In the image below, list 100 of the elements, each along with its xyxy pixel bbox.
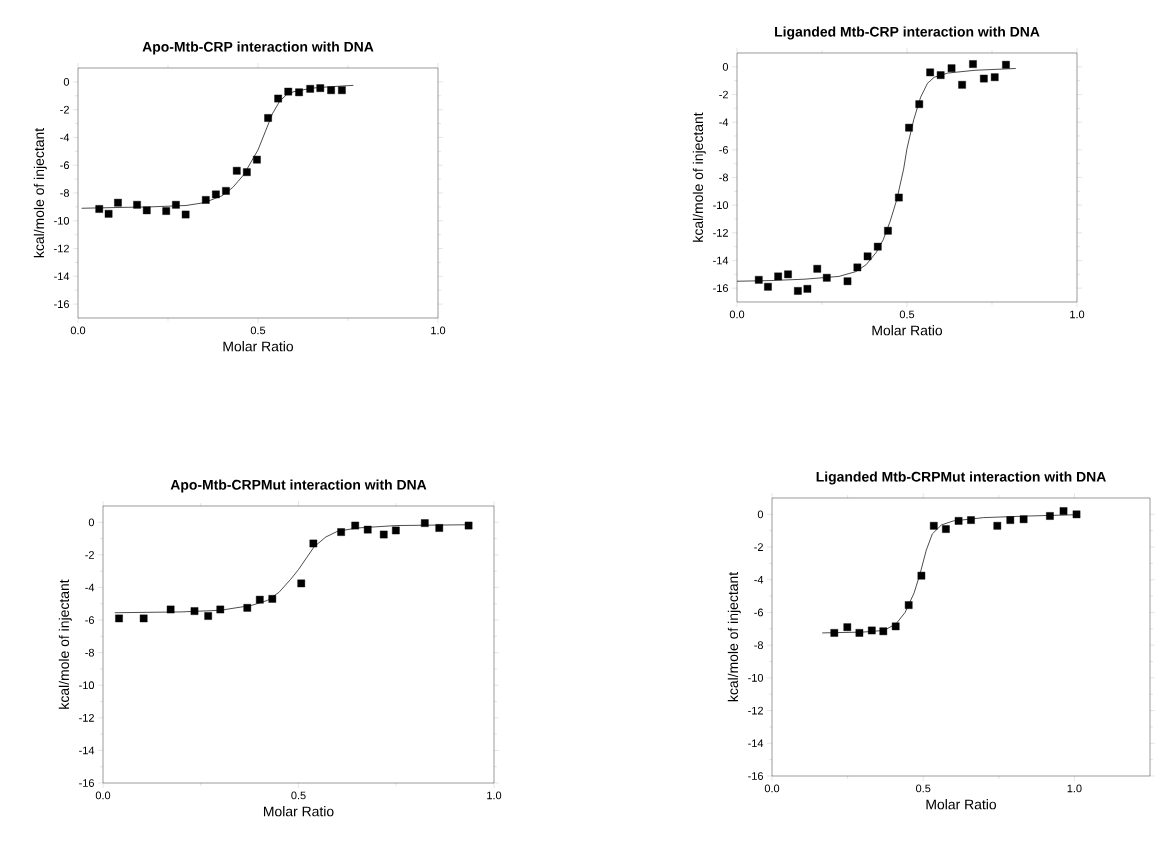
x-tick-label: 0.0 <box>764 784 780 793</box>
point <box>1002 60 1010 69</box>
y-tick-label: -14 <box>54 272 70 281</box>
point <box>316 84 325 92</box>
point <box>133 201 141 209</box>
y-tick-label: -8 <box>719 173 728 182</box>
point <box>936 71 945 79</box>
point <box>351 521 359 530</box>
point <box>879 627 888 636</box>
y-tick-label: -4 <box>719 118 729 126</box>
chart-title: Liganded Mtb-CRP interaction with DNA <box>775 26 1040 40</box>
point <box>363 525 372 534</box>
point <box>1072 510 1081 519</box>
point <box>115 614 123 623</box>
y-tick-label: -14 <box>79 746 95 755</box>
y-axis-title: kcal/mole of injectant <box>692 112 706 242</box>
point <box>843 623 852 631</box>
y-tick-label: -2 <box>85 551 94 559</box>
point <box>969 60 977 68</box>
point <box>216 605 225 614</box>
point <box>784 270 792 279</box>
point <box>337 528 345 536</box>
point <box>754 276 763 284</box>
y-tick-label: -2 <box>754 543 763 551</box>
point <box>884 226 892 235</box>
y-tick-label: -4 <box>85 583 95 592</box>
point <box>392 526 400 535</box>
x-tick-label: 0.0 <box>729 310 745 319</box>
x-tick-label: 0.5 <box>291 791 306 800</box>
point <box>873 242 882 251</box>
y-tick-label: -12 <box>748 706 763 715</box>
y-tick-label: -16 <box>54 300 69 308</box>
y-tick-label: 0 <box>63 78 70 86</box>
point <box>895 193 903 202</box>
y-tick-label: -10 <box>79 681 95 690</box>
point <box>274 94 282 103</box>
point <box>868 626 876 635</box>
chart-title: Liganded Mtb-CRPMut interaction with DNA <box>816 471 1106 485</box>
point <box>268 595 277 603</box>
point <box>855 629 864 637</box>
y-tick-label: 0 <box>88 518 95 527</box>
y-tick-label: -8 <box>85 648 94 657</box>
point <box>297 579 306 588</box>
point <box>284 87 293 96</box>
y-tick-label: -8 <box>754 641 763 650</box>
point <box>222 187 230 195</box>
chart-title: Apo-Mtb-CRP interaction with DNA <box>142 41 374 55</box>
point <box>794 287 802 295</box>
y-tick-label: -10 <box>54 216 70 225</box>
point <box>256 595 264 604</box>
point <box>243 604 252 612</box>
point <box>306 85 314 93</box>
point <box>1019 515 1028 524</box>
y-tick-label: -12 <box>713 229 728 237</box>
point <box>327 86 335 95</box>
y-tick-label: -6 <box>60 161 69 170</box>
point <box>421 519 429 527</box>
point <box>947 64 956 73</box>
point <box>863 252 872 261</box>
x-tick-label: 0.5 <box>899 310 915 319</box>
y-tick-label: 0 <box>722 62 729 71</box>
y-tick-label: -2 <box>60 105 69 114</box>
point <box>435 524 444 532</box>
y-tick-label: -8 <box>60 189 69 197</box>
y-tick-label: -12 <box>54 244 69 253</box>
y-tick-label: -6 <box>754 608 763 617</box>
y-axis-title: kcal/mole of injectant <box>727 572 741 702</box>
point <box>379 530 388 539</box>
y-tick-label: -16 <box>79 779 94 787</box>
x-tick-label: 1.0 <box>431 326 446 335</box>
y-tick-label: -16 <box>713 284 728 293</box>
x-axis-title: Molar Ratio <box>223 341 294 352</box>
point <box>95 205 104 213</box>
y-tick-label: -6 <box>719 145 728 154</box>
y-tick-label: -6 <box>85 616 94 624</box>
point <box>905 123 913 132</box>
point <box>295 88 303 97</box>
x-axis-title: Molar Ratio <box>926 799 997 810</box>
point <box>967 516 975 524</box>
point <box>253 155 261 164</box>
x-tick-label: 0.5 <box>916 784 931 793</box>
point <box>980 74 988 83</box>
point <box>926 68 934 77</box>
point <box>822 273 831 282</box>
point <box>891 622 900 631</box>
x-tick-label: 0.0 <box>95 791 111 800</box>
point <box>232 166 241 175</box>
y-tick-label: -10 <box>748 674 764 682</box>
x-axis-title: Molar Ratio <box>263 806 334 817</box>
point <box>764 282 772 291</box>
point <box>166 605 175 614</box>
y-tick-label: -2 <box>719 90 728 99</box>
point <box>243 168 251 176</box>
y-tick-label: -12 <box>79 714 94 722</box>
x-tick-label: 1.0 <box>1070 310 1085 319</box>
y-axis-title: kcal/mole of injectant <box>58 579 72 709</box>
point <box>172 201 180 209</box>
point <box>264 114 272 122</box>
y-axis-title: kcal/mole of injectant <box>33 127 47 258</box>
point <box>917 571 926 580</box>
